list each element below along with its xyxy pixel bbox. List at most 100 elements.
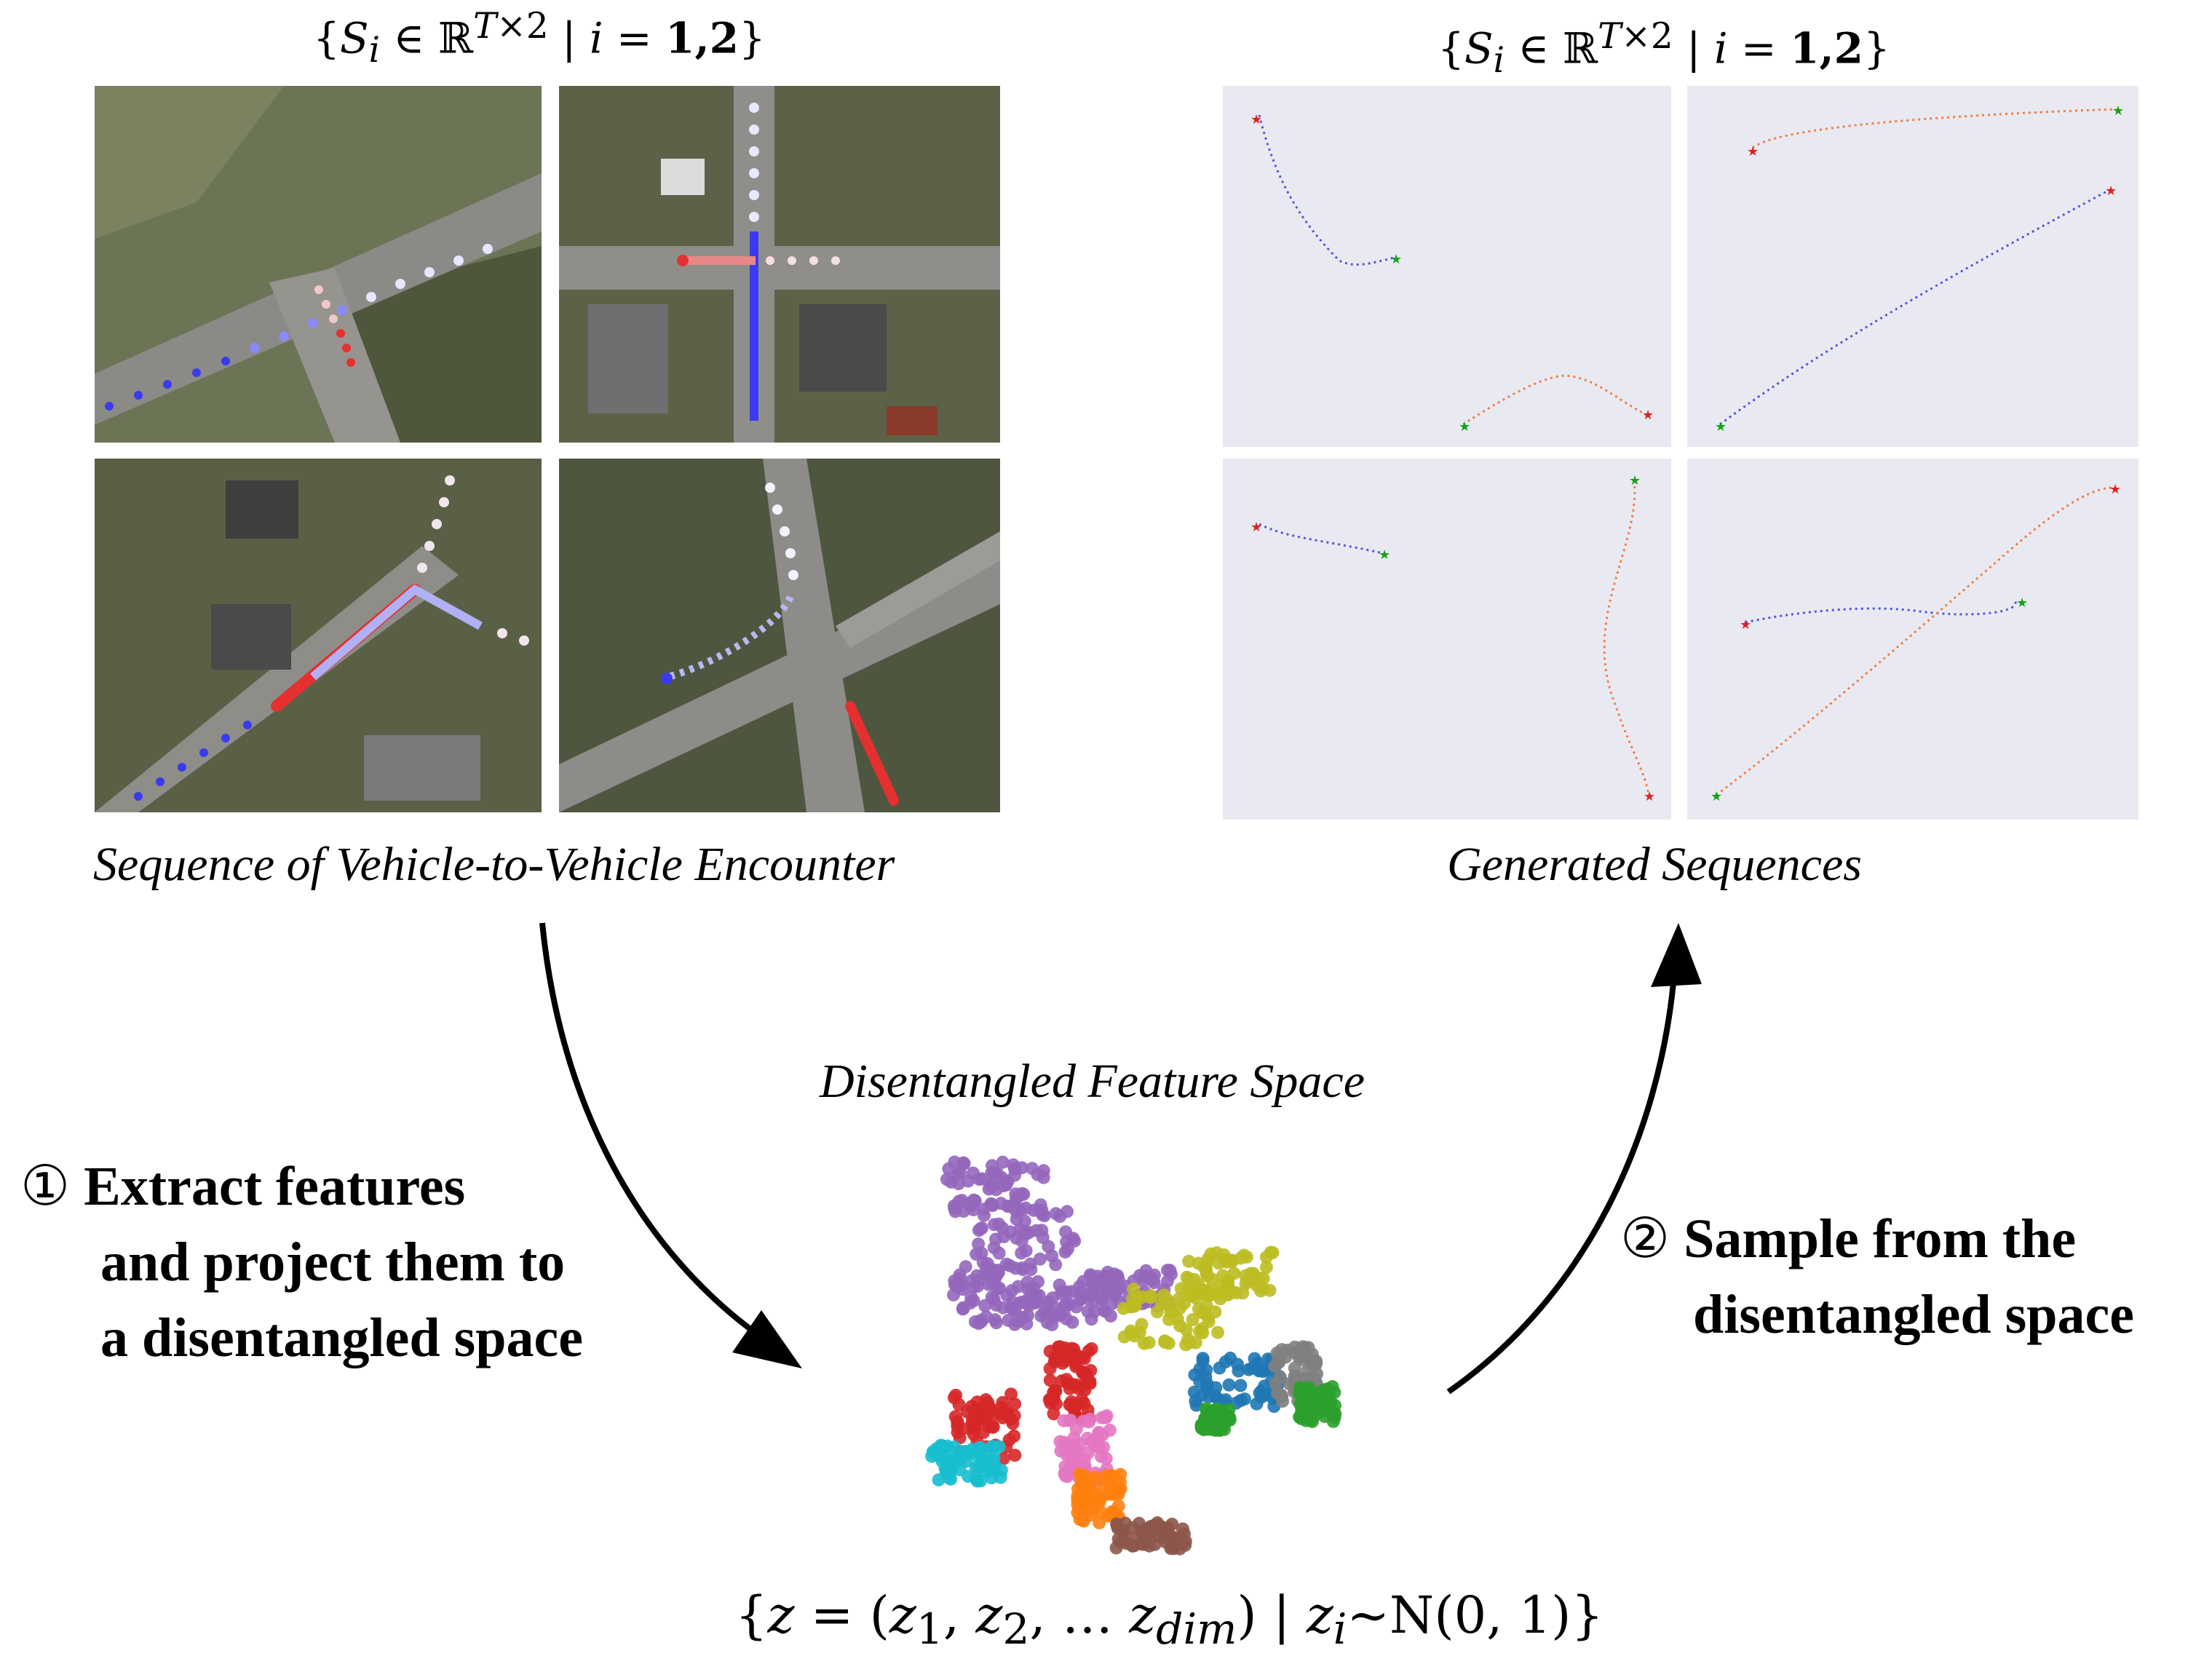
feature-point [990,1268,1004,1282]
feature-point [986,1409,999,1423]
feature-point [1022,1299,1036,1312]
feature-point [1043,1374,1057,1387]
feature-space-title: Disentangled Feature Space [820,1055,1365,1108]
feature-point [972,1173,986,1186]
feature-point [967,1422,981,1435]
aerial-tile-1 [95,86,542,443]
feature-point [1229,1286,1243,1300]
feature-point [973,1441,987,1454]
generated-plot-3: ★ ★ ★ ★ [1223,459,1671,820]
feature-point [1193,1324,1207,1338]
feature-point [1058,1443,1071,1457]
feature-point [988,1218,1002,1232]
feature-point [1138,1530,1152,1544]
feature-point [1088,1487,1102,1501]
svg-text:★: ★ [1715,419,1727,434]
feature-point [1077,1396,1091,1410]
svg-text:★: ★ [2109,482,2121,496]
feature-point [962,1174,975,1188]
feature-point [1073,1280,1087,1293]
feature-point [1143,1291,1157,1304]
left-caption: Sequence of Vehicle-to-Vehicle Encounter [93,838,895,891]
feature-point [1061,1205,1074,1219]
feature-point [1147,1268,1161,1282]
feature-point [1237,1248,1251,1262]
feature-point [1180,1270,1194,1284]
aerial-tile-2 [559,86,1000,443]
feature-point [1053,1340,1067,1354]
feature-point [1325,1380,1339,1394]
feature-point [1063,1414,1077,1427]
feature-point [996,1301,1010,1315]
feature-point [1026,1162,1039,1176]
feature-point [975,1246,988,1260]
feature-point [1060,1235,1074,1249]
feature-point [1208,1305,1222,1319]
step1-label: ① Extract features and project them to a… [20,1149,583,1376]
svg-text:★: ★ [1379,547,1390,562]
feature-point [1058,1469,1072,1483]
feature-point [1019,1244,1033,1258]
feature-point [1163,1264,1177,1277]
feature-point [996,1451,1010,1465]
feature-point [1053,1278,1066,1292]
svg-text:★: ★ [1740,617,1751,632]
feature-point [1117,1330,1131,1344]
generated-plot-2: ★ ★ ★ ★ [1687,86,2138,447]
step1-line-3: a disentangled space [100,1307,583,1368]
feature-point [1220,1255,1234,1269]
feature-point [1006,1416,1020,1430]
feature-point [932,1473,946,1487]
svg-text:★: ★ [1629,473,1641,488]
feature-point [1045,1318,1059,1331]
feature-point [1213,1361,1226,1375]
feature-point [1075,1350,1089,1364]
feature-point [1086,1271,1100,1285]
svg-text:★: ★ [1459,419,1470,434]
step1-line-2: and project them to [100,1232,566,1293]
feature-point [1047,1407,1061,1421]
feature-point [1124,1300,1138,1314]
feature-point [1198,1306,1212,1320]
feature-point [1142,1336,1156,1350]
feature-point [999,1178,1013,1192]
feature-point [1167,1530,1181,1544]
left-set-label: {Si ∈ ℝT×2 | i = 1,2} [313,6,766,71]
feature-point [1119,1529,1133,1543]
feature-point [1266,1245,1280,1259]
feature-point [1087,1501,1101,1515]
feature-point [1178,1296,1192,1310]
feature-point [1189,1336,1202,1350]
feature-point [1007,1429,1021,1443]
feature-point [1127,1283,1141,1296]
feature-point [1150,1305,1164,1319]
feature-point [1125,1539,1139,1553]
feature-point [929,1442,943,1456]
feature-point [1200,1267,1213,1281]
feature-point [1132,1516,1146,1530]
feature-point [1216,1408,1229,1422]
feature-point [1100,1409,1114,1423]
feature-point [1055,1374,1069,1388]
feature-point [987,1464,1001,1478]
feature-point [1033,1252,1047,1266]
feature-point [1109,1541,1123,1555]
feature-point [1288,1361,1301,1375]
feature-point [1067,1431,1081,1445]
feature-point [1008,1449,1022,1462]
step1-line-1: Extract features [84,1156,466,1217]
feature-point [972,1224,986,1237]
svg-text:★: ★ [2016,595,2028,610]
feature-point [961,1446,975,1460]
feature-point [1037,1209,1051,1223]
feature-point [1008,1200,1022,1213]
extract-arrow [539,922,766,1342]
feature-point [968,1315,982,1328]
latent-label: {z = (z1, z2, … zdim) | zi~N(0, 1)} [735,1585,1604,1654]
feature-point [986,1159,999,1173]
feature-point [1031,1275,1045,1288]
feature-point [1071,1482,1085,1496]
aerial-tile-3 [95,459,542,812]
feature-point [1308,1408,1322,1422]
